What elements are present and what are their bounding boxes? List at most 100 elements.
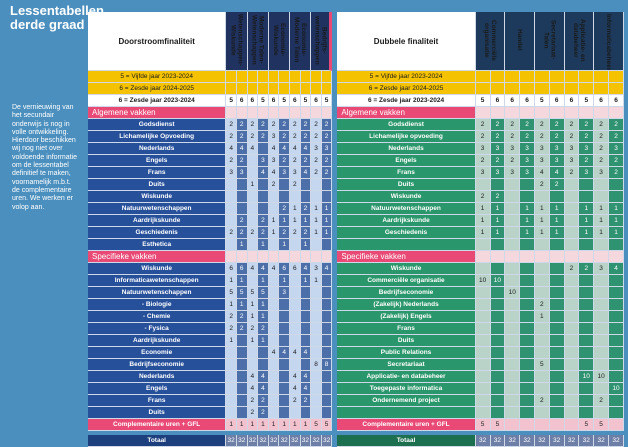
hours-cell (534, 191, 550, 203)
gap (332, 95, 338, 107)
section-fill (279, 251, 290, 263)
hours-cell: 3 (594, 167, 609, 179)
hours-cell (226, 371, 237, 383)
hours-cell: 2 (490, 191, 506, 203)
info-note: De vernieuwing van het secundair onderwi… (12, 104, 77, 211)
hours-cell: 4 (289, 347, 301, 359)
hours-cell: 8 (321, 359, 333, 371)
hours-cell (490, 299, 506, 311)
section-general: Algemene vakken (88, 107, 227, 119)
year-cell (300, 71, 312, 83)
section-fill (289, 107, 301, 119)
hours-cell (226, 215, 237, 227)
hours-cell (300, 311, 312, 323)
hours-cell (594, 287, 609, 299)
total-cell: 32 (549, 435, 565, 447)
year-cell: 5 (300, 95, 312, 107)
subject-name-left: Bedrijfseconomie (88, 359, 227, 371)
hours-cell (226, 347, 237, 359)
year-cell: 5 (475, 95, 491, 107)
hours-cell: 2 (300, 203, 312, 215)
hours-cell: 2 (258, 395, 269, 407)
hours-cell (505, 395, 521, 407)
hours-cell: 2 (258, 131, 269, 143)
hours-cell (236, 371, 248, 383)
hours-cell (549, 191, 565, 203)
subject-name-right: Commerciële organisatie (337, 275, 476, 287)
hours-cell (268, 287, 280, 299)
year-cell (279, 71, 290, 83)
total-cell: 32 (236, 435, 248, 447)
hours-cell (289, 311, 301, 323)
hours-cell (609, 371, 624, 383)
hours-cell (247, 215, 259, 227)
hours-cell (258, 203, 269, 215)
hours-cell (594, 335, 609, 347)
column-header-left: Economie-Moderne Talen (289, 12, 312, 71)
hours-cell (564, 311, 580, 323)
hours-cell: 1 (289, 419, 301, 431)
hours-cell: 2 (258, 323, 269, 335)
hours-cell (549, 311, 565, 323)
hours-cell: 1 (534, 311, 550, 323)
section-fill (300, 251, 312, 263)
column-header-right: Commerciële organisatie (475, 12, 506, 71)
hours-cell: 2 (549, 119, 565, 131)
total-cell: 32 (564, 435, 580, 447)
hours-cell: 2 (226, 227, 237, 239)
section-fill (300, 107, 312, 119)
complementary-left: Complementaire uren + GFL (88, 419, 227, 431)
year-cell: 6 (609, 95, 624, 107)
column-label: Bedrijfs-wetenschappen (313, 15, 328, 65)
hours-cell (534, 263, 550, 275)
hours-cell (609, 323, 624, 335)
hours-cell: 8 (311, 359, 322, 371)
hours-cell (475, 263, 491, 275)
gap (332, 107, 338, 119)
hours-cell: 4 (534, 167, 550, 179)
subject-name-left: Nederlands (88, 371, 227, 383)
year-cell (564, 71, 580, 83)
hours-cell: 3 (490, 167, 506, 179)
column-header-left: Wetenschappen-Wiskunde (226, 12, 248, 71)
section-fill (579, 251, 595, 263)
subject-name-left: Aardrijkskunde (88, 335, 227, 347)
hours-cell: 1 (311, 203, 322, 215)
hours-cell: 6 (289, 263, 301, 275)
hours-cell (279, 299, 290, 311)
hours-cell (520, 263, 535, 275)
hours-cell (311, 239, 322, 251)
lessentabel-grid: Doorstroomfinaliteit Wetenschappen-Wiskun… (88, 12, 624, 447)
year-cell: 5 (258, 95, 269, 107)
hours-cell: 2 (300, 227, 312, 239)
hours-cell (247, 155, 259, 167)
hours-cell (520, 275, 535, 287)
year-cell (505, 83, 521, 95)
hours-cell (311, 395, 322, 407)
gap (332, 323, 338, 335)
hours-cell: 1 (279, 239, 290, 251)
hours-cell (279, 371, 290, 383)
hours-cell: 4 (289, 143, 301, 155)
hours-cell (236, 383, 248, 395)
gap (332, 435, 338, 447)
hours-cell (289, 239, 301, 251)
hours-cell: 1 (236, 239, 248, 251)
gap (332, 311, 338, 323)
hours-cell: 2 (300, 119, 312, 131)
subject-name-right: Duits (337, 179, 476, 191)
hours-cell (520, 287, 535, 299)
year-cell: 5 (279, 95, 290, 107)
hours-cell (289, 335, 301, 347)
hours-cell: 3 (475, 167, 491, 179)
year-cell (321, 83, 333, 95)
hours-cell: 2 (564, 263, 580, 275)
hours-cell (564, 359, 580, 371)
hours-cell: 10 (609, 383, 624, 395)
hours-cell: 2 (247, 395, 259, 407)
hours-cell (226, 407, 237, 419)
hours-cell: 3 (549, 143, 565, 155)
hours-cell: 10 (594, 371, 609, 383)
hours-cell (289, 191, 301, 203)
subject-name-right: Bedrijfseconomie (337, 287, 476, 299)
